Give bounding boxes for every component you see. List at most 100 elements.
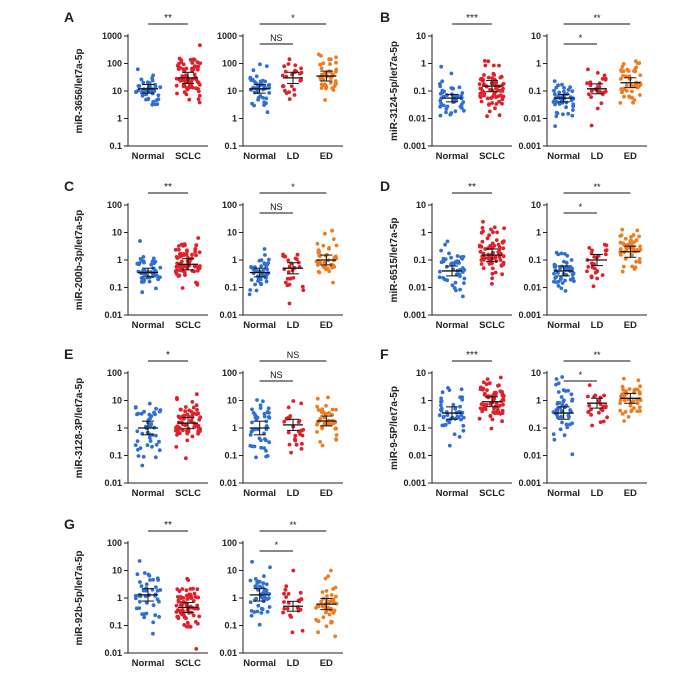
data-point [439,101,443,106]
data-point [445,93,449,97]
data-point [485,377,490,381]
data-point [568,277,573,282]
data-point [301,288,306,293]
data-point [286,62,291,66]
data-point [485,236,490,241]
data-point [196,266,201,271]
data-point [590,248,594,253]
sig-label: NS [287,350,300,360]
data-point [554,114,559,119]
data-point [598,90,603,94]
data-point [329,568,333,573]
data-point [328,599,333,604]
data-point [320,424,324,429]
data-point [445,413,450,417]
data-point [178,66,183,70]
data-point [485,96,490,101]
data-point [194,423,199,428]
data-point [628,403,633,408]
data-point [133,405,138,409]
x-tick-label: SCLC [479,151,505,162]
y-tick-label: 0.001 [403,478,426,488]
data-point [478,249,483,254]
data-point [286,592,291,596]
data-point [449,255,453,260]
data-point [263,253,267,257]
data-point [151,274,155,278]
y-tick-label: 100 [222,59,237,69]
data-point [183,422,188,427]
x-tick-label: LD [591,320,604,331]
data-point [555,413,559,418]
data-point [328,80,333,85]
data-point [459,417,463,422]
data-point [501,86,505,91]
data-point [174,76,179,81]
data-point [560,375,565,379]
data-point [185,576,190,581]
data-point [566,388,570,393]
data-point [477,416,482,421]
y-axis-title: miR-92b-5p/let7a-5p [74,550,85,645]
sig-label: NS [270,33,283,43]
y-tick-label: 100 [107,538,122,548]
data-point [194,253,198,258]
data-point [255,609,260,614]
data-point [140,612,145,616]
data-point [438,113,443,118]
data-point [134,90,138,94]
data-point [139,411,144,416]
data-point [331,237,336,242]
data-point [462,276,467,281]
data-point [293,433,298,438]
data-point [595,269,600,273]
data-point [587,92,591,97]
data-point [257,622,262,627]
data-point [148,439,153,443]
data-point [190,85,195,90]
data-point [178,254,183,259]
data-point [280,84,285,89]
data-point [331,587,335,591]
data-point [316,408,321,412]
data-point [288,276,293,281]
data-point [586,410,591,414]
data-point [185,249,189,254]
data-point [322,260,327,265]
data-point [300,433,305,438]
data-point [329,593,334,597]
data-point [553,276,558,280]
data-point [176,595,180,599]
data-point [197,93,202,98]
x-tick-label: Normal [243,658,276,669]
x-tick-label: Normal [132,658,165,669]
data-point [287,282,292,287]
data-point [460,397,465,402]
data-point [497,99,501,104]
data-point [319,86,324,90]
data-point [490,241,495,246]
y-tick-label: 0.01 [104,648,122,658]
data-point [253,584,258,589]
data-point [152,410,157,415]
data-point [331,597,336,602]
data-point [281,610,285,615]
data-point [318,62,322,67]
data-point [141,80,146,85]
data-point [151,631,155,636]
sig-label: * [579,202,583,212]
y-tick-label: 0.001 [518,478,541,488]
data-point [595,71,600,75]
data-point [294,442,299,447]
data-point [632,240,636,245]
data-point [291,568,296,573]
data-point [501,240,505,245]
data-point [320,410,324,415]
data-point [629,408,634,413]
data-point [451,262,456,266]
data-point [563,278,567,283]
data-point [437,413,442,418]
data-point [329,620,333,625]
x-tick-label: Normal [132,151,165,162]
